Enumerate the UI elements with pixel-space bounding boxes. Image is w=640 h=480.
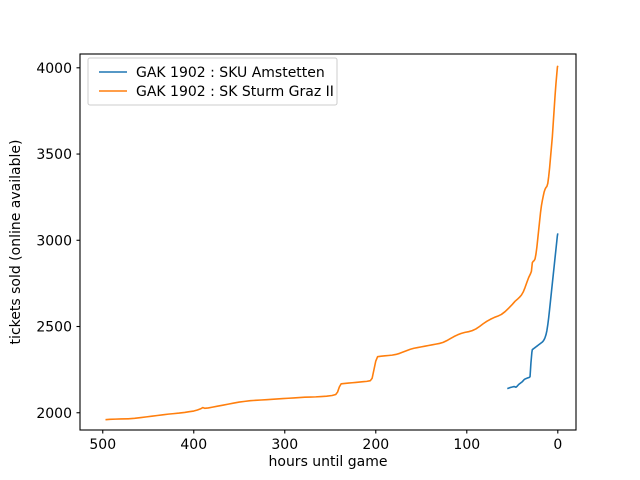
x-tick-label: 100 [453, 437, 480, 453]
x-tick-label: 0 [553, 437, 562, 453]
y-tick-label: 2500 [36, 320, 72, 336]
plot-area: 500 400 300 200 100 0 2000 2500 3000 3500 4000 hour… [8, 53, 577, 470]
x-axis-title: hours until game [269, 454, 388, 470]
y-axis-title: tickets sold (online available) [8, 140, 24, 345]
x-tick-label: 400 [180, 437, 207, 453]
series-line-2 [105, 65, 559, 421]
y-tick-label: 3000 [36, 233, 72, 249]
series-group [105, 65, 559, 421]
series-line-1 [507, 233, 559, 390]
x-tick-label: 300 [271, 437, 298, 453]
legend-label-2: GAK 1902 : SK Sturm Graz II [136, 84, 334, 100]
x-tick-label: 500 [89, 437, 116, 453]
legend-background [87, 57, 338, 106]
x-tick-label: 200 [362, 437, 389, 453]
y-tick-label: 4000 [36, 61, 72, 77]
y-tick-label: 2000 [36, 406, 72, 422]
axes-frame [79, 53, 577, 431]
legend: GAK 1902 : SKU Amstetten GAK 1902 : SK St… [87, 57, 338, 106]
legend-label-1: GAK 1902 : SKU Amstetten [136, 65, 325, 81]
y-tick-label: 3500 [36, 147, 72, 163]
